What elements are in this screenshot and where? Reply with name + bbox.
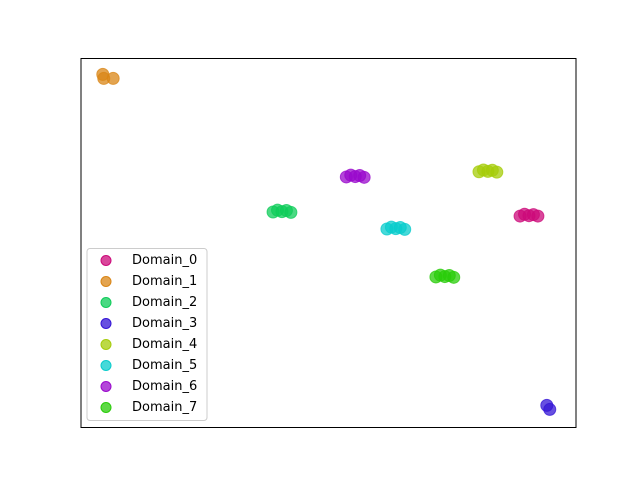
plot-frame bbox=[80, 58, 577, 428]
legend-label: Domain_7 bbox=[132, 400, 197, 415]
point bbox=[284, 205, 298, 219]
legend-label: Domain_4 bbox=[132, 337, 197, 352]
legend-box bbox=[86, 248, 208, 421]
legend: Domain_0 Domain_1 Domain_2 Domain_3 Domain_4… bbox=[86, 248, 208, 421]
point bbox=[106, 71, 120, 85]
legend-marker bbox=[100, 402, 112, 413]
legend-marker bbox=[100, 255, 112, 266]
legend-label: Domain_2 bbox=[132, 295, 197, 310]
legend-marker bbox=[100, 339, 112, 350]
legend-marker bbox=[100, 381, 112, 392]
point bbox=[447, 270, 461, 284]
legend-marker bbox=[100, 318, 112, 329]
legend-label: Domain_5 bbox=[132, 358, 197, 373]
legend-label: Domain_3 bbox=[132, 316, 197, 331]
plot-points bbox=[96, 67, 557, 416]
point bbox=[543, 402, 557, 416]
legend-marker bbox=[100, 276, 112, 287]
legend-marker bbox=[100, 360, 112, 371]
point bbox=[490, 165, 504, 179]
point bbox=[357, 170, 371, 184]
legend-label: Domain_0 bbox=[132, 253, 197, 268]
point bbox=[531, 209, 545, 223]
legend-label: Domain_1 bbox=[132, 274, 197, 289]
legend-marker bbox=[100, 297, 112, 308]
legend-label: Domain_6 bbox=[132, 379, 197, 394]
point bbox=[398, 222, 412, 236]
